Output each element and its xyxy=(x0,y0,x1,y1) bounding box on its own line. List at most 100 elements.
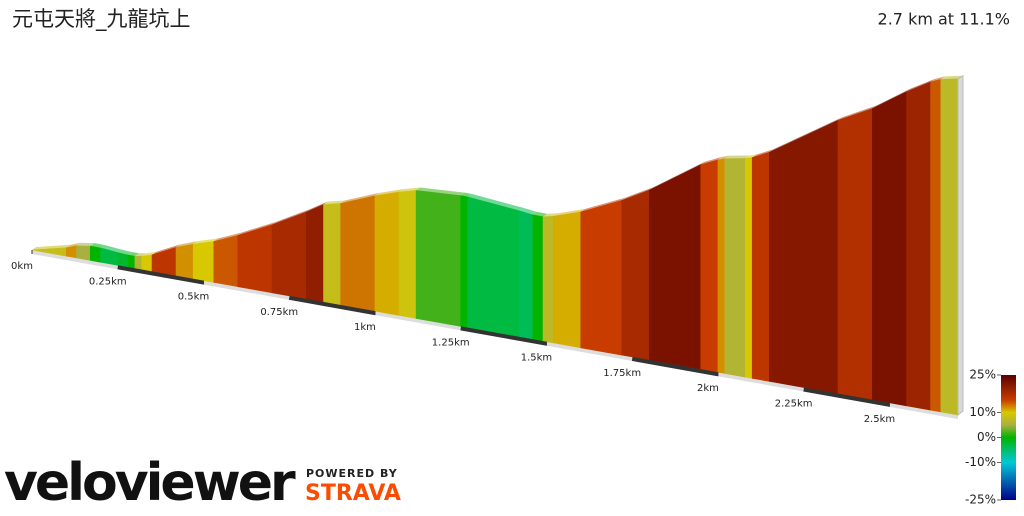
x-tick-label: 1km xyxy=(354,322,376,333)
top-surface xyxy=(237,221,277,236)
gradient-segment xyxy=(175,243,194,280)
x-tick-label: 0.25km xyxy=(89,276,127,287)
top-surface xyxy=(700,156,722,165)
top-surface xyxy=(32,244,71,250)
x-tick-label: 1.5km xyxy=(521,353,552,364)
gradient-segment xyxy=(213,235,239,288)
end-wall xyxy=(957,74,964,417)
top-surface xyxy=(906,78,935,92)
gradient-segment xyxy=(151,247,177,277)
chart-title: 元屯天將_九龍坑上 xyxy=(12,7,191,32)
gradient-segment xyxy=(621,189,650,361)
top-surface xyxy=(724,155,750,159)
x-tick-label: 0.5km xyxy=(178,292,209,303)
top-surface xyxy=(467,193,524,211)
gradient-segment xyxy=(460,195,468,328)
summary: 2.7 km at 11.1% xyxy=(878,10,1010,29)
gradient-segment xyxy=(323,203,341,306)
legend-label: 0% xyxy=(977,430,996,444)
top-surface xyxy=(176,241,198,248)
x-tick-label: 2.5km xyxy=(864,414,895,425)
top-surface xyxy=(580,197,626,213)
gradient-segment xyxy=(398,190,417,319)
legend-label: 10% xyxy=(969,405,996,419)
powered-by: POWERED BY xyxy=(306,467,398,480)
x-tick-label: 1.25km xyxy=(432,337,470,348)
x-tick-label: 0km xyxy=(11,261,33,272)
legend-label: 25% xyxy=(969,368,996,382)
top-surface xyxy=(152,244,181,255)
gradient-segment xyxy=(340,195,376,312)
legend-label: -10% xyxy=(965,455,996,469)
x-tick-label: 2km xyxy=(697,383,719,394)
top-surface xyxy=(76,242,95,247)
top-surface xyxy=(323,200,345,205)
gradient-segment xyxy=(127,254,136,269)
top-surface xyxy=(416,187,465,196)
top-surface xyxy=(272,209,311,225)
top-surface xyxy=(543,213,558,217)
gradient-segment xyxy=(134,255,143,270)
gradient-segment xyxy=(518,210,534,340)
gradient-segment xyxy=(769,119,839,394)
gradient-segment xyxy=(415,190,462,327)
gradient-segment xyxy=(745,157,753,379)
gradient-segment xyxy=(751,151,770,382)
distance-band xyxy=(460,326,547,346)
top-surface xyxy=(745,154,757,159)
gradient-segment xyxy=(649,164,702,370)
x-tick-label: 2.25km xyxy=(775,399,813,410)
top-surface xyxy=(128,252,139,257)
gradient-segment xyxy=(930,79,942,413)
distance-band xyxy=(117,265,204,285)
top-surface xyxy=(100,244,122,253)
x-tick-label: 1.75km xyxy=(603,368,641,379)
top-surface xyxy=(940,75,962,80)
gradient-segment xyxy=(306,204,324,303)
distance-band xyxy=(803,387,890,407)
gradient-segment xyxy=(90,245,101,263)
distance-band xyxy=(631,356,719,377)
gradient-segment xyxy=(271,211,307,300)
top-surface xyxy=(117,249,133,256)
top-surface xyxy=(717,155,729,160)
gradient-segment xyxy=(580,200,623,356)
top-surface xyxy=(519,207,537,215)
gradient-segment xyxy=(117,252,129,268)
gradient-segment xyxy=(553,211,582,349)
top-surface xyxy=(752,149,774,158)
top-surface xyxy=(141,251,157,257)
top-surface xyxy=(66,242,81,248)
top-surface xyxy=(193,238,218,245)
top-surface xyxy=(134,253,146,257)
top-surface xyxy=(374,189,403,196)
x-tick-label: 0.75km xyxy=(260,307,298,318)
top-surface xyxy=(930,76,945,82)
top-surface xyxy=(398,187,421,193)
top-surface xyxy=(621,187,654,201)
gradient-segment xyxy=(871,91,907,407)
gradient-segment xyxy=(467,196,520,338)
gradient-segment xyxy=(906,81,931,411)
gradient-segment xyxy=(237,224,273,294)
distance-band xyxy=(288,295,376,316)
top-surface xyxy=(837,105,877,121)
brand-logo: veloviewer xyxy=(4,453,296,512)
gradient-segment xyxy=(940,78,959,416)
strava-logo: STRAVA xyxy=(305,481,401,506)
gradient-segment xyxy=(141,254,153,272)
gradient-segment xyxy=(65,245,77,259)
top-surface xyxy=(213,232,242,242)
gradient-segment xyxy=(532,214,544,342)
legend-label: -25% xyxy=(965,493,996,507)
color-legend xyxy=(1001,375,1016,500)
top-surface xyxy=(340,192,379,204)
top-surface xyxy=(553,209,585,217)
gradient-segment xyxy=(76,245,91,261)
gradient-segment xyxy=(374,191,400,316)
gradient-segment xyxy=(717,158,726,374)
gradient-segment xyxy=(837,108,873,401)
gradient-segment xyxy=(192,241,215,283)
gradient-segment xyxy=(724,158,746,378)
